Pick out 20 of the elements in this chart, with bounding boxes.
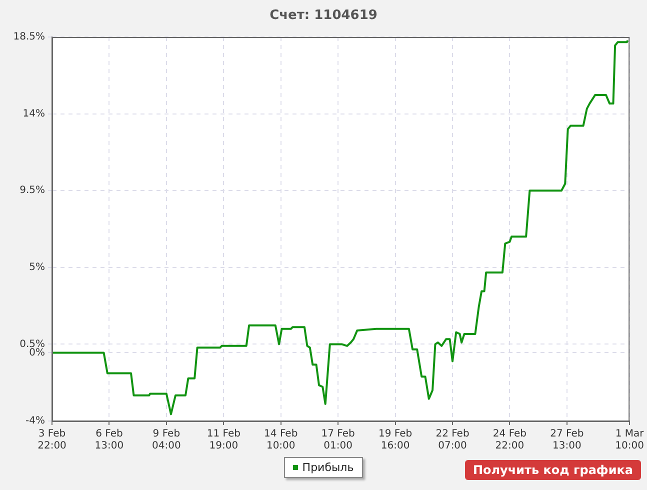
y-tick-label: 9.5% xyxy=(20,185,45,196)
y-tick-label: -4% xyxy=(26,416,45,427)
x-tick-label: 9 Feb 04:00 xyxy=(152,428,181,452)
x-tick-label: 3 Feb 22:00 xyxy=(38,428,66,452)
x-tick-label: 14 Feb 10:00 xyxy=(264,428,298,452)
chart-title: Счет: 1104619 xyxy=(268,8,378,23)
x-tick-label: 1 Mar 10:00 xyxy=(615,428,645,452)
x-tick-label: 24 Feb 22:00 xyxy=(492,428,527,452)
x-tick-label: 27 Feb 13:00 xyxy=(550,428,584,452)
legend-label: Прибыль xyxy=(302,461,354,474)
y-tick-label: 14% xyxy=(22,108,45,120)
x-tick-label: 17 Feb 01:00 xyxy=(321,428,355,452)
x-tick-label: 11 Feb 19:00 xyxy=(206,428,240,452)
y-tick-label: 5% xyxy=(29,262,45,273)
x-tick-label: 6 Feb 13:00 xyxy=(94,428,124,452)
y-tick-label: 18.5% xyxy=(13,32,45,43)
text: Получить код графика xyxy=(464,460,641,480)
x-tick-label: 22 Feb 07:00 xyxy=(436,428,470,452)
y-tick-label: 0% xyxy=(29,347,45,358)
x-tick-label: 19 Feb 16:00 xyxy=(378,428,412,452)
